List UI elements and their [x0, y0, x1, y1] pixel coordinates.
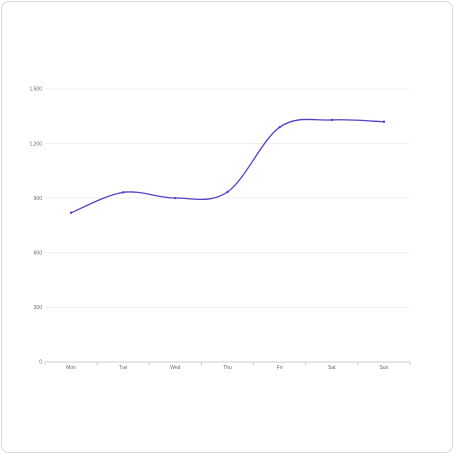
y-tick-label: 0 [39, 360, 42, 366]
data-points [69, 118, 386, 214]
gridlines [45, 88, 410, 308]
x-tick-label: Sun [379, 365, 388, 371]
y-tick-label: 1,500 [29, 87, 42, 93]
x-tick-label: Tue [119, 365, 128, 371]
data-point [278, 126, 281, 129]
y-tick-label: 900 [34, 196, 43, 202]
data-point [122, 191, 125, 194]
data-point [174, 196, 177, 200]
data-point [382, 120, 386, 123]
y-tick-label: 300 [34, 305, 43, 311]
x-tick-label: Sat [328, 365, 336, 371]
data-point [226, 190, 229, 194]
y-tick-label: 1,200 [29, 141, 42, 147]
data-point [330, 118, 333, 122]
y-tick-label: 600 [34, 251, 43, 257]
data-point [69, 211, 73, 214]
series-line [70, 118, 384, 214]
x-axis [44, 361, 411, 365]
x-tick-label: Mon [66, 365, 76, 371]
x-axis-labels: Mon Tue Wed Thu Fri Sat Sun [66, 365, 388, 371]
x-tick-label: Wed [170, 365, 180, 371]
y-axis-labels: 0 300 600 900 1,200 1,500 [29, 87, 42, 366]
x-tick-label: Fri [277, 365, 283, 371]
x-tick-label: Thu [223, 365, 232, 371]
